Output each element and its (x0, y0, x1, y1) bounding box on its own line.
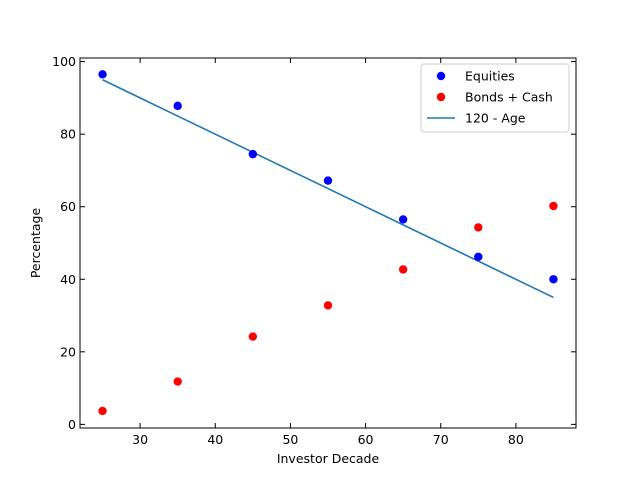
x-tick-label: 30 (132, 432, 148, 447)
x-tick-label: 60 (358, 432, 374, 447)
point-bonds-cash (398, 265, 408, 274)
x-axis-label: Investor Decade (277, 451, 380, 466)
legend-swatch-bonds-cash (436, 92, 446, 102)
legend-label-120-age: 120 - Age (465, 111, 526, 126)
y-tick-label: 20 (60, 344, 76, 359)
plot-frame (79, 57, 577, 429)
legend-label-bonds-cash: Bonds + Cash (465, 90, 553, 105)
legend: Equities Bonds + Cash 120 - Age (420, 63, 570, 133)
legend-label-equities: Equities (465, 69, 515, 84)
point-bonds-cash (248, 332, 258, 341)
y-tick-label: 80 (60, 127, 76, 142)
legend-swatch-equities (436, 71, 446, 81)
point-equities (474, 252, 483, 261)
x-tick-label: 70 (433, 432, 449, 447)
y-tick-label: 40 (60, 272, 76, 287)
point-equities (248, 149, 258, 159)
point-equities (398, 215, 408, 224)
point-equities (323, 176, 333, 185)
y-tick-label: 0 (68, 417, 76, 432)
point-bonds-cash (474, 223, 483, 232)
y-tick-label: 60 (60, 199, 76, 214)
axis-ticks: 30 40 50 60 70 80 0 20 40 60 80 100 (52, 54, 576, 447)
legend-box (420, 63, 570, 133)
point-equities (98, 70, 107, 79)
x-tick-label: 40 (207, 432, 223, 447)
point-equities (173, 101, 182, 111)
point-bonds-cash (173, 377, 182, 386)
series-line-120-minus-age (102, 79, 554, 299)
point-bonds-cash (549, 201, 558, 211)
y-tick-label: 100 (52, 54, 76, 69)
point-bonds-cash (323, 301, 333, 310)
x-tick-label: 80 (508, 432, 524, 447)
point-bonds-cash (98, 406, 107, 416)
point-equities (549, 275, 558, 284)
x-tick-label: 50 (282, 432, 298, 447)
data-marks (98, 70, 558, 416)
y-axis-label: Percentage (28, 208, 43, 279)
